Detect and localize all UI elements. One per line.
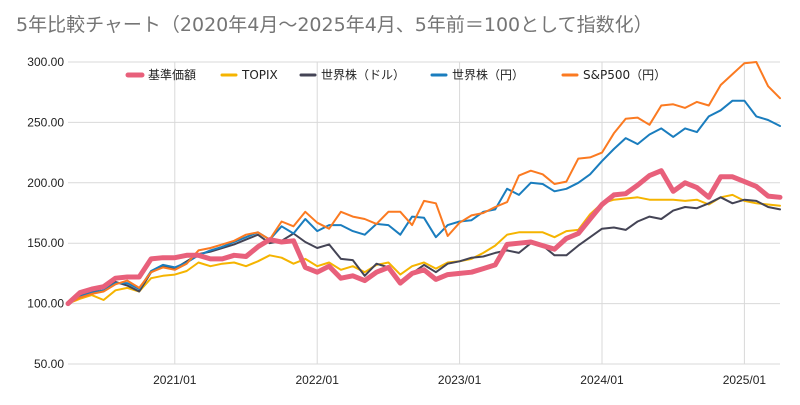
x-tick-label: 2024/01: [580, 373, 624, 387]
x-tick-label: 2025/01: [723, 373, 767, 387]
legend-label: 基準価額: [148, 67, 196, 82]
legend-label: S&P500（円）: [583, 68, 666, 82]
legend-label: 世界株（ドル）: [321, 67, 405, 82]
series-line-1: [67, 193, 781, 305]
x-tick-label: 2023/01: [438, 373, 482, 387]
series-line-2: [67, 196, 781, 305]
y-tick-label: 50.00: [34, 357, 64, 371]
legend-label: 世界株（円）: [452, 67, 524, 82]
y-tick-label: 100.00: [27, 297, 64, 311]
y-tick-label: 200.00: [27, 176, 64, 190]
y-tick-label: 150.00: [27, 236, 64, 250]
x-tick-label: 2021/01: [153, 373, 197, 387]
series-line-0: [65, 168, 783, 307]
chart-title: 5年比較チャート（2020年4月～2025年4月、5年前＝100として指数化）: [16, 14, 653, 36]
legend-label: TOPIX: [241, 68, 278, 82]
x-tick-label: 2022/01: [296, 373, 340, 387]
series-line-4: [67, 61, 781, 305]
y-tick-label: 250.00: [27, 115, 64, 129]
y-tick-label: 300.00: [27, 55, 64, 69]
